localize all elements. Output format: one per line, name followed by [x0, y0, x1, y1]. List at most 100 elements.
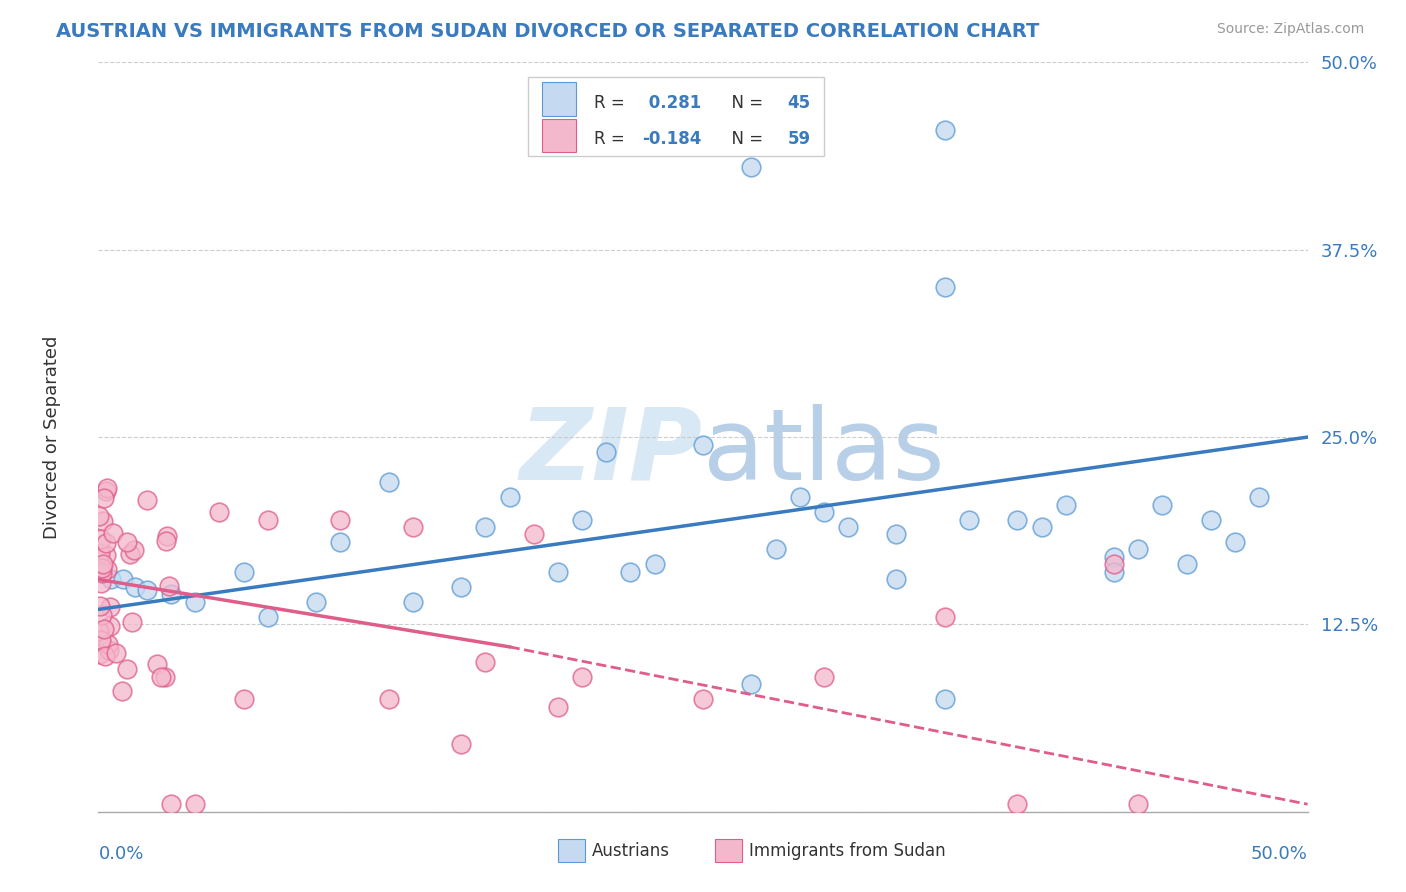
- Text: Divorced or Separated: Divorced or Separated: [44, 335, 62, 539]
- Text: N =: N =: [721, 94, 769, 112]
- Point: [1102, 549, 1125, 564]
- Point: [93, 491, 115, 506]
- Point: [91, 561, 114, 575]
- Point: [329, 512, 352, 526]
- Point: [813, 670, 835, 684]
- Point: [595, 445, 617, 459]
- Point: [160, 797, 183, 812]
- Point: [87, 624, 110, 639]
- Point: [93, 622, 115, 636]
- Point: [934, 610, 956, 624]
- Point: [94, 549, 117, 563]
- Point: [740, 161, 762, 175]
- Point: [94, 535, 117, 549]
- Text: R =: R =: [595, 94, 630, 112]
- Point: [89, 546, 111, 560]
- Point: [402, 520, 425, 534]
- Point: [1199, 512, 1222, 526]
- Point: [115, 534, 138, 549]
- Point: [934, 280, 956, 294]
- Point: [377, 475, 399, 489]
- Point: [232, 692, 254, 706]
- Point: [121, 615, 143, 629]
- Point: [377, 692, 399, 706]
- Point: [789, 490, 811, 504]
- Point: [886, 527, 908, 541]
- Point: [98, 619, 121, 633]
- Point: [256, 610, 278, 624]
- Point: [135, 492, 157, 507]
- Point: [91, 557, 114, 571]
- Point: [98, 600, 121, 615]
- Point: [124, 580, 146, 594]
- Point: [402, 595, 425, 609]
- Point: [104, 646, 127, 660]
- Text: Austrians: Austrians: [592, 842, 669, 860]
- Point: [146, 657, 169, 672]
- Text: 50.0%: 50.0%: [1251, 846, 1308, 863]
- Point: [1175, 558, 1198, 572]
- Point: [1152, 498, 1174, 512]
- Point: [156, 528, 179, 542]
- Point: [97, 643, 120, 657]
- Point: [1128, 797, 1150, 812]
- Point: [90, 575, 112, 590]
- Point: [91, 514, 114, 528]
- Point: [256, 512, 278, 526]
- Point: [117, 662, 139, 676]
- Point: [120, 547, 142, 561]
- Point: [94, 648, 117, 663]
- Point: [474, 520, 496, 534]
- Point: [644, 558, 666, 572]
- Text: R =: R =: [595, 130, 630, 148]
- Point: [232, 565, 254, 579]
- Point: [1223, 535, 1246, 549]
- Point: [1102, 565, 1125, 579]
- Point: [122, 542, 145, 557]
- Point: [957, 512, 980, 526]
- Point: [837, 520, 859, 534]
- Text: 45: 45: [787, 94, 811, 112]
- Point: [89, 647, 111, 661]
- Point: [184, 797, 207, 812]
- Point: [450, 580, 472, 594]
- Point: [97, 637, 120, 651]
- Text: 0.0%: 0.0%: [98, 846, 143, 863]
- Point: [89, 599, 111, 613]
- Point: [886, 573, 908, 587]
- Point: [111, 573, 134, 587]
- Point: [692, 437, 714, 451]
- Point: [1007, 797, 1029, 812]
- Point: [103, 526, 125, 541]
- Point: [91, 608, 114, 623]
- Point: [547, 699, 569, 714]
- Point: [547, 565, 569, 579]
- Point: [305, 595, 328, 609]
- FancyBboxPatch shape: [543, 82, 576, 116]
- Point: [571, 512, 593, 526]
- Point: [571, 670, 593, 684]
- Point: [90, 532, 112, 546]
- Point: [208, 505, 231, 519]
- Point: [619, 565, 641, 579]
- Point: [157, 579, 180, 593]
- Point: [692, 692, 714, 706]
- FancyBboxPatch shape: [558, 839, 585, 862]
- Text: ZIP: ZIP: [520, 403, 703, 500]
- Text: Source: ZipAtlas.com: Source: ZipAtlas.com: [1216, 22, 1364, 37]
- FancyBboxPatch shape: [527, 78, 824, 156]
- Point: [740, 677, 762, 691]
- Text: atlas: atlas: [703, 403, 945, 500]
- Point: [765, 542, 787, 557]
- Point: [91, 566, 114, 580]
- Point: [153, 670, 176, 684]
- Point: [87, 509, 110, 524]
- FancyBboxPatch shape: [716, 839, 742, 862]
- Point: [1102, 558, 1125, 572]
- Point: [934, 123, 956, 137]
- Point: [184, 595, 207, 609]
- Text: -0.184: -0.184: [643, 130, 702, 148]
- FancyBboxPatch shape: [543, 119, 576, 153]
- Point: [90, 632, 112, 647]
- Point: [135, 582, 157, 597]
